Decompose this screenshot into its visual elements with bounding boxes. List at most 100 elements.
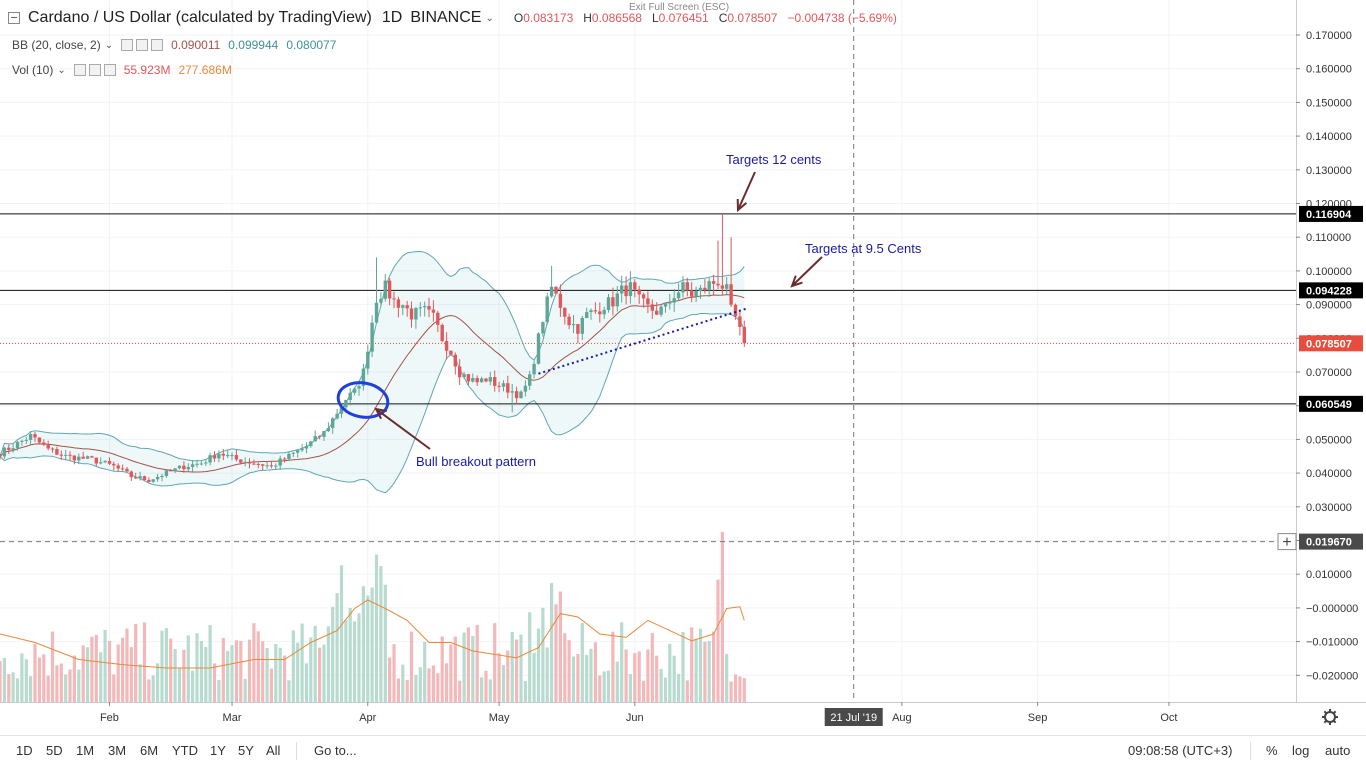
timeframe-1y[interactable]: 1Y — [210, 743, 226, 758]
timeframe-1m[interactable]: 1M — [76, 743, 95, 758]
volume-bar — [606, 670, 611, 702]
volume-bar — [212, 663, 217, 702]
timeframe-6m[interactable]: 6M — [140, 743, 159, 758]
volume-bar — [379, 566, 383, 702]
volume-bar — [541, 607, 545, 702]
candle-body — [672, 298, 676, 303]
candle-body — [243, 461, 247, 463]
volume-bar — [217, 679, 221, 702]
volume-bar — [659, 669, 663, 702]
candle-body — [589, 310, 593, 313]
candle-body — [401, 305, 405, 308]
candle-body — [155, 476, 160, 480]
close-icon[interactable] — [151, 39, 164, 51]
volume-bar — [283, 655, 287, 702]
timeframe-all[interactable]: All — [266, 743, 281, 758]
price-label-resistance-high: 0.116904 — [1306, 209, 1352, 221]
volume-bar — [99, 652, 103, 702]
toolbar-divider — [296, 742, 297, 760]
chevron-down-icon[interactable]: ⌄ — [485, 12, 494, 24]
volume-bar — [151, 675, 155, 702]
timeframe-5y[interactable]: 5Y — [238, 743, 254, 758]
price-tick-label: −0.010000 — [1306, 637, 1358, 649]
volume-bar — [121, 637, 125, 702]
bb-legend: BB (20, close, 2) ⌄ 0.090011 0.099944 0.… — [12, 38, 336, 52]
candle-body — [291, 452, 295, 454]
candle-body — [226, 455, 230, 457]
chevron-down-icon[interactable]: ⌄ — [57, 64, 66, 76]
candle-body — [212, 455, 217, 459]
goto-button[interactable]: Go to... — [314, 743, 357, 758]
timeframe-ytd[interactable]: YTD — [172, 743, 198, 758]
candle-body — [370, 322, 374, 352]
gear-icon[interactable] — [1322, 709, 1338, 725]
candle-body — [497, 385, 501, 387]
candle-body — [24, 439, 28, 441]
high-label: H — [583, 11, 592, 25]
candle-body — [190, 464, 195, 467]
candle-body — [11, 448, 15, 450]
candle-body — [703, 287, 707, 291]
gear-icon[interactable] — [88, 64, 101, 76]
arrow-targets-12-head — [736, 198, 748, 213]
vol-label[interactable]: Vol (10) — [12, 63, 54, 77]
volume-bar — [11, 672, 15, 702]
log-toggle[interactable]: log — [1292, 743, 1310, 758]
candle-body — [348, 392, 352, 400]
candle-body — [676, 292, 681, 299]
exchange-label[interactable]: BINANCE — [410, 9, 482, 26]
volume-bar — [383, 584, 387, 702]
gear-icon[interactable] — [136, 39, 149, 51]
exit-fullscreen-hint[interactable]: Exit Full Screen (ESC) — [629, 2, 730, 13]
volume-bar — [409, 631, 414, 702]
volume-bar — [528, 612, 532, 702]
candle-body — [541, 322, 545, 334]
volume-bar — [458, 680, 462, 702]
timeframe-1d[interactable]: 1D — [16, 743, 33, 758]
timeframe-3m[interactable]: 3M — [108, 743, 127, 758]
interval-label[interactable]: 1D — [381, 9, 403, 26]
ohlc-open: O0.083173 — [514, 11, 573, 25]
candle-body — [707, 281, 711, 291]
close-icon[interactable] — [103, 64, 116, 76]
volume-bar — [536, 628, 541, 702]
percent-toggle[interactable]: % — [1266, 743, 1278, 758]
volume-bar — [449, 644, 453, 702]
candle-body — [55, 449, 59, 455]
chart-title[interactable]: Cardano / US Dollar (calculated by Tradi… — [28, 9, 372, 26]
eye-icon[interactable] — [121, 39, 134, 51]
price-tick-label: 0.140000 — [1306, 131, 1352, 143]
clock[interactable]: 09:08:58 (UTC+3) — [1128, 743, 1233, 758]
collapse-icon[interactable] — [8, 12, 20, 24]
candle-body — [352, 388, 357, 393]
close-label: C — [718, 11, 728, 25]
auto-toggle[interactable]: auto — [1325, 743, 1351, 758]
candle-body — [427, 306, 431, 310]
candle-body — [374, 302, 379, 323]
candle-body — [182, 465, 186, 470]
candle-body — [611, 297, 615, 307]
chevron-down-icon[interactable]: ⌄ — [104, 39, 114, 51]
bb-label[interactable]: BB (20, close, 2) — [12, 38, 101, 52]
volume-bar — [29, 676, 33, 702]
candle-body — [440, 324, 444, 341]
volume-bar — [519, 634, 523, 702]
candle-body — [711, 281, 716, 284]
candle-body — [317, 436, 322, 438]
volume-bar — [558, 591, 562, 702]
eye-icon[interactable] — [73, 64, 86, 76]
volume-bar — [55, 665, 59, 702]
volume-bar — [554, 604, 558, 702]
candle-body — [471, 378, 475, 382]
candle-body — [585, 312, 589, 318]
candle-body — [475, 378, 479, 383]
candle-body — [720, 285, 725, 289]
candle-body — [383, 280, 387, 299]
candle-body — [77, 456, 81, 461]
volume-bar — [501, 665, 506, 702]
candle-body — [164, 470, 169, 476]
volume-bar — [335, 593, 339, 702]
timeframe-5d[interactable]: 5D — [46, 743, 63, 758]
